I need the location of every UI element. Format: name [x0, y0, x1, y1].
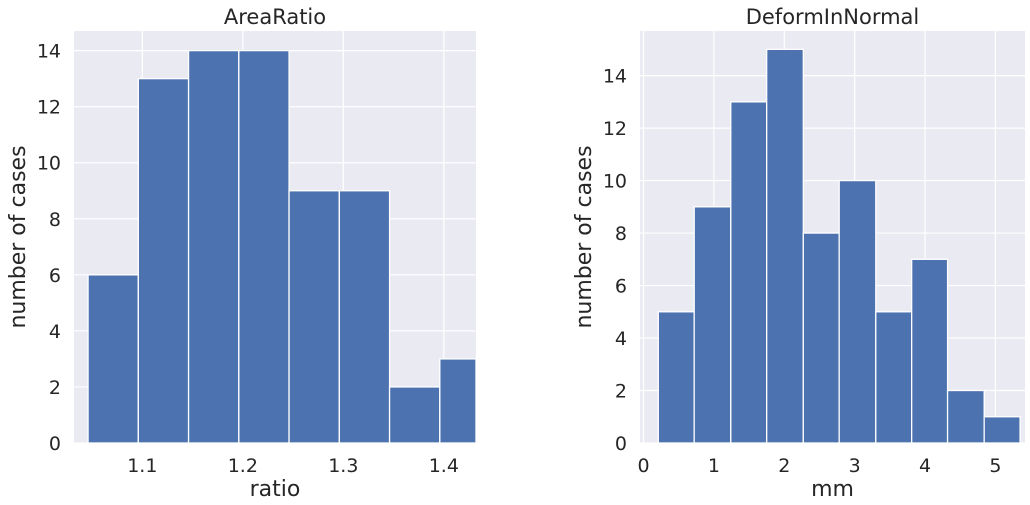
- x-tick-labels: 1.1 1.2 1.3 1.4: [127, 455, 459, 477]
- y-axis-label: number of cases: [6, 145, 31, 328]
- x-tick-label: 4: [919, 455, 931, 477]
- histogram-bar: [766, 48, 804, 444]
- y-tick-label: 8: [615, 223, 627, 245]
- y-tick-label: 0: [615, 433, 627, 455]
- histogram-bar: [137, 77, 190, 444]
- y-axis-label: number of cases: [572, 145, 597, 328]
- y-tick-labels: 0 2 4 6 8 10 12 14: [603, 66, 627, 455]
- histogram-bar: [238, 49, 290, 444]
- chart-title: DeformInNormal: [746, 5, 920, 29]
- x-tick-label: 2: [778, 455, 790, 477]
- y-tick-label: 14: [603, 66, 627, 88]
- histogram-bar: [875, 311, 913, 444]
- x-tick-label: 1.3: [328, 455, 358, 477]
- histogram-bar: [693, 206, 732, 444]
- y-tick-label: 8: [49, 209, 61, 231]
- histogram-bar: [439, 358, 477, 444]
- y-tick-label: 12: [603, 118, 627, 140]
- y-tick-label: 4: [615, 328, 627, 350]
- chart-title: AreaRatio: [224, 5, 326, 29]
- histogram-bar: [802, 232, 840, 444]
- x-tick-label: 5: [989, 455, 1001, 477]
- y-tick-label: 2: [49, 377, 61, 399]
- histogram-bar: [87, 274, 139, 444]
- histogram-bar: [911, 258, 949, 444]
- x-tick-label: 3: [849, 455, 861, 477]
- y-tick-label: 6: [49, 265, 61, 287]
- y-tick-labels: 0 2 4 6 8 10 12 14: [37, 41, 61, 455]
- histogram-bar: [983, 416, 1021, 444]
- x-axis-label: mm: [811, 477, 854, 501]
- histogram-bar: [338, 190, 391, 444]
- histogram-bar: [946, 389, 985, 444]
- x-tick-label: 1: [708, 455, 720, 477]
- y-tick-label: 10: [603, 171, 627, 193]
- histogram-bar: [388, 386, 441, 444]
- histogram-bar: [838, 179, 877, 444]
- histogram-bar: [657, 311, 695, 444]
- histogram-bar: [187, 49, 240, 444]
- y-tick-label: 14: [37, 41, 61, 63]
- bars: [87, 49, 477, 444]
- x-tick-label: 1.1: [127, 455, 157, 477]
- x-tick-label: 1.2: [228, 455, 258, 477]
- y-tick-label: 0: [49, 433, 61, 455]
- y-tick-label: 4: [49, 321, 61, 343]
- histogram-bar: [730, 101, 768, 444]
- x-axis-label: ratio: [250, 477, 301, 501]
- x-tick-labels: 0 1 2 3 4 5: [637, 455, 1001, 477]
- x-tick-label: 1.4: [429, 455, 459, 477]
- y-tick-label: 2: [615, 381, 627, 403]
- bars: [657, 48, 1021, 444]
- histogram-bar: [288, 190, 340, 444]
- x-tick-label: 0: [637, 455, 649, 477]
- y-tick-label: 12: [37, 97, 61, 119]
- y-tick-label: 6: [615, 276, 627, 298]
- histogram-panel-area-ratio: 1.1 1.2 1.3 1.4 0 2 4 6 8 10 12 14 AreaRatio ratio…: [6, 5, 477, 502]
- y-tick-label: 10: [37, 153, 61, 175]
